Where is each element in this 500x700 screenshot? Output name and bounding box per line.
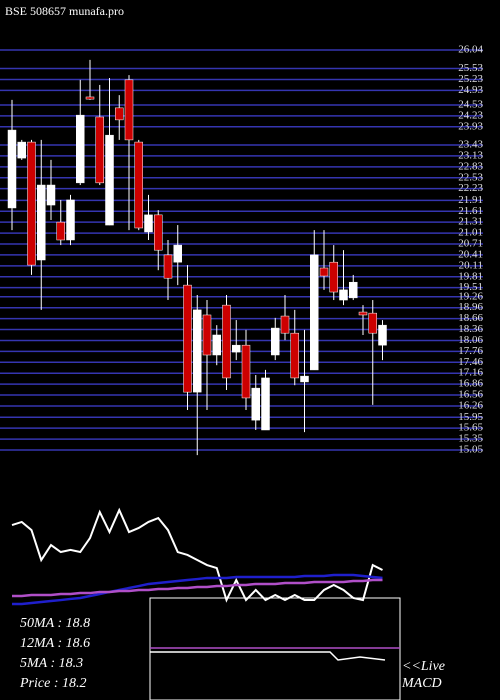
candle-body (222, 304, 231, 379)
candle-body (95, 116, 104, 184)
candle-body (85, 96, 95, 100)
candle-body (378, 324, 387, 346)
candle-body (300, 375, 309, 383)
candle-body (173, 244, 182, 263)
y-tick-label: 19.81 (458, 270, 483, 282)
y-tick-label: 20.11 (459, 259, 483, 271)
y-tick-label: 15.35 (458, 433, 483, 445)
candle-body (290, 332, 299, 379)
y-tick-label: 21.01 (458, 227, 483, 239)
candle-body (358, 311, 368, 316)
y-tick-label: 19.51 (458, 281, 483, 293)
y-tick-label: 20.71 (458, 238, 483, 250)
y-tick-label: 18.66 (458, 312, 483, 324)
candle-body (241, 344, 251, 399)
candle-body (66, 199, 75, 241)
candle-body (115, 107, 124, 121)
candle-body (163, 254, 173, 279)
candle-body (202, 314, 212, 356)
candle-body (105, 134, 114, 226)
candle-body (349, 281, 358, 299)
candle-body (251, 387, 260, 421)
y-tick-label: 18.06 (458, 334, 483, 346)
y-tick-label: 23.13 (458, 149, 483, 161)
candle-body (271, 327, 280, 356)
candle-body (76, 114, 85, 184)
y-tick-label: 17.46 (458, 356, 483, 368)
y-tick-label: 15.65 (458, 422, 483, 434)
candle-body (232, 344, 241, 353)
candle-body (154, 214, 163, 251)
candle-body (212, 334, 221, 356)
chart-title: BSE 508657 munafa.pro (5, 4, 124, 18)
y-tick-label: 24.23 (458, 109, 483, 121)
y-tick-label: 21.61 (458, 205, 483, 217)
candle-body (17, 141, 26, 159)
y-tick-label: 23.43 (458, 139, 483, 151)
y-tick-label: 15.95 (458, 411, 483, 423)
candle-body (261, 377, 270, 431)
y-tick-label: 21.91 (458, 194, 483, 206)
candle-body (183, 284, 192, 393)
y-tick-label: 20.41 (458, 248, 483, 260)
y-tick-label: 22.23 (458, 182, 483, 194)
candle-body (339, 289, 348, 301)
indicator-line (11, 507, 383, 603)
macd-label: MACD (401, 676, 442, 691)
candle-body (37, 184, 46, 261)
candle-body (319, 267, 329, 277)
y-tick-label: 16.26 (458, 399, 483, 411)
y-tick-label: 17.76 (458, 345, 483, 357)
candle-body (329, 261, 338, 293)
ma-label: Price : 18.2 (19, 676, 86, 691)
y-tick-label: 21.31 (458, 216, 483, 228)
candle-body (144, 214, 153, 233)
y-tick-label: 16.86 (458, 378, 483, 390)
candle-body (56, 221, 65, 241)
candle-body (368, 312, 377, 334)
candle-body (310, 254, 319, 371)
candle-body (134, 141, 143, 229)
y-tick-label: 17.16 (458, 367, 483, 379)
annotation: <<Live (402, 659, 445, 674)
y-tick-label: 26.04 (458, 44, 483, 56)
y-tick-label: 18.96 (458, 301, 483, 313)
y-tick-label: 18.36 (458, 323, 483, 335)
y-tick-label: 15.05 (458, 444, 483, 456)
macd-line (150, 651, 386, 661)
indicator-line (12, 573, 383, 606)
candle-body (124, 79, 134, 141)
y-tick-label: 25.23 (458, 73, 483, 85)
candle-body (280, 315, 290, 334)
ma-label: 5MA : 18.3 (20, 656, 83, 671)
candle-body (193, 309, 202, 393)
y-tick-label: 19.26 (458, 290, 483, 302)
ma-label: 12MA : 18.6 (20, 636, 90, 651)
ma-label: 50MA : 18.8 (20, 616, 90, 631)
indicator-line (12, 578, 383, 598)
y-tick-label: 22.83 (458, 160, 483, 172)
candle-body (46, 184, 56, 206)
macd-box (149, 597, 401, 700)
y-tick-label: 22.53 (458, 171, 483, 183)
y-tick-label: 23.93 (458, 120, 483, 132)
candle-body (27, 141, 36, 266)
y-tick-label: 24.93 (458, 84, 483, 96)
y-tick-label: 24.53 (458, 98, 483, 110)
candle-body (7, 129, 17, 209)
y-tick-label: 16.56 (458, 389, 483, 401)
y-tick-label: 25.53 (458, 62, 483, 74)
